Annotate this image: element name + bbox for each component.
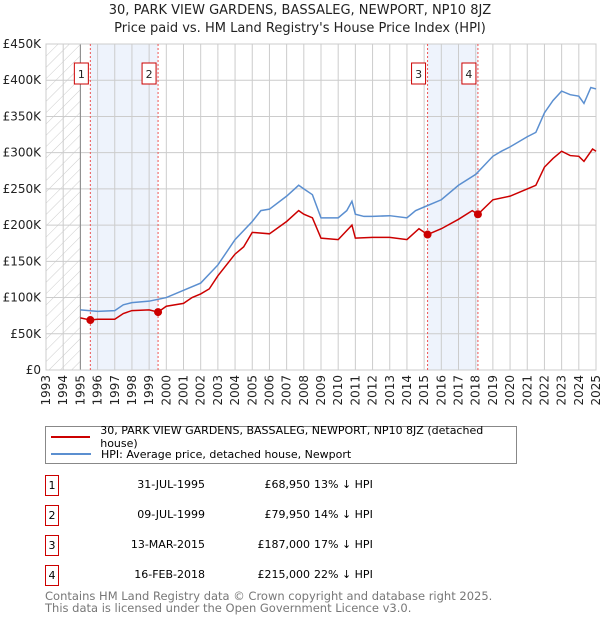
- legend-label-hpi: HPI: Average price, detached house, Newp…: [101, 447, 352, 461]
- table-row: 3 13-MAR-2015 £187,000 17% ↓ HPI: [45, 535, 445, 556]
- sale-label-box-2: [141, 62, 157, 85]
- x-tick-label: 2013: [383, 375, 397, 406]
- x-tick-label: 2018: [469, 375, 483, 406]
- sale-hpi-diff: 17% ↓ HPI: [314, 538, 373, 551]
- x-tick-label: 2001: [177, 375, 191, 406]
- x-tick-label: 2009: [314, 375, 328, 406]
- x-tick-label: 2019: [486, 375, 500, 406]
- y-tick-label: £200K: [3, 218, 43, 232]
- plot-border: [45, 43, 597, 371]
- sale-price: £68,950: [264, 478, 311, 491]
- legend-red-line: [51, 436, 91, 438]
- y-tick-label: £400K: [3, 73, 43, 87]
- legend: 30, PARK VIEW GARDENS, BASSALEG, NEWPORT…: [45, 424, 517, 464]
- plot-area: 1993 1994 1995 1996 1997 1998 1999 2000 2001 2002…: [3, 37, 600, 406]
- series-line-hpi: [80, 86, 597, 313]
- sale-number-box: 2: [45, 505, 59, 526]
- x-tick-label: 2022: [537, 375, 551, 406]
- y-tick-label: £450K: [3, 37, 43, 51]
- sale-label-3: 3: [415, 68, 422, 81]
- chart-subtitle: Price paid vs. HM Land Registry's House …: [114, 21, 486, 36]
- sale-hpi-diff: 14% ↓ HPI: [314, 508, 373, 521]
- sale-point-3: [423, 230, 432, 239]
- x-tick-label: 2016: [434, 375, 448, 406]
- footer-line1: Contains HM Land Registry data © Crown c…: [45, 589, 493, 603]
- x-tick-label: 1998: [125, 375, 139, 406]
- x-tick-label: 2005: [245, 375, 259, 406]
- sale-hpi-diff: 22% ↓ HPI: [314, 568, 373, 581]
- x-tick-label: 2014: [400, 375, 414, 406]
- sale-number-box: 1: [45, 475, 59, 496]
- footer-line2: This data is licensed under the Open Gov…: [45, 601, 412, 615]
- sale-price: £187,000: [257, 538, 311, 551]
- sale-date: 16-FEB-2018: [134, 568, 205, 581]
- x-tick-label: 2003: [211, 375, 225, 406]
- x-tick-label: 2012: [366, 375, 380, 406]
- sale-number-box: 4: [45, 565, 59, 586]
- sale-label-1: 1: [78, 68, 85, 81]
- x-tick-label: 1995: [73, 375, 87, 406]
- chart-title: 30, PARK VIEW GARDENS, BASSALEG, NEWPORT…: [108, 3, 492, 18]
- x-tick-label: 2011: [348, 375, 362, 406]
- series-line-property: [80, 148, 597, 321]
- table-row: 2 09-JUL-1999 £79,950 14% ↓ HPI: [45, 505, 445, 526]
- x-tick-label: 2006: [262, 375, 276, 406]
- sale-label-box-3: [411, 62, 427, 85]
- x-tick-label: 2015: [417, 375, 431, 406]
- x-tick-label: 2020: [503, 375, 517, 406]
- x-tick-label: 1999: [142, 375, 156, 406]
- table-row: 1 31-JUL-1995 £68,950 13% ↓ HPI: [45, 475, 445, 496]
- x-tick-label: 2002: [194, 375, 208, 406]
- x-tick-label: 1993: [39, 375, 53, 406]
- shaded-range-1: [427, 44, 478, 370]
- sale-date: 09-JUL-1999: [137, 508, 205, 521]
- x-tick-label: 2007: [280, 375, 294, 406]
- x-tick-label: 2024: [572, 375, 586, 406]
- x-tick-label: 1994: [56, 375, 70, 406]
- legend-blue-line: [51, 453, 91, 455]
- x-tick-label: 2023: [555, 375, 569, 406]
- sale-label-box-1: [73, 62, 89, 85]
- y-tick-label: £50K: [10, 327, 42, 341]
- sale-date: 31-JUL-1995: [137, 478, 205, 491]
- sale-date: 13-MAR-2015: [130, 538, 205, 551]
- x-tick-label: 2021: [520, 375, 534, 406]
- x-tick-label: 2004: [228, 375, 242, 406]
- y-tick-label: £0: [26, 363, 41, 377]
- x-tick-label: 2010: [331, 375, 345, 406]
- shaded-range-0: [90, 44, 159, 370]
- x-tick-label: 2008: [297, 375, 311, 406]
- sale-point-1: [86, 316, 95, 325]
- footer: Contains HM Land Registry data © Crown c…: [45, 590, 492, 614]
- sale-price: £215,000: [257, 568, 311, 581]
- sale-point-2: [154, 308, 163, 317]
- sale-label-4: 4: [465, 68, 472, 81]
- sale-point-4: [473, 210, 482, 219]
- y-tick-label: £250K: [3, 182, 43, 196]
- x-tick-label: 2025: [589, 375, 600, 406]
- y-tick-label: £350K: [3, 109, 43, 123]
- sale-price: £79,950: [264, 508, 311, 521]
- x-tick-label: 1997: [108, 375, 122, 406]
- sale-number-box: 3: [45, 535, 59, 556]
- y-tick-label: £150K: [3, 254, 43, 268]
- sale-label-2: 2: [146, 68, 153, 81]
- y-tick-label: £100K: [3, 291, 43, 305]
- y-tick-label: £300K: [3, 146, 43, 160]
- legend-label-property: 30, PARK VIEW GARDENS, BASSALEG, NEWPORT…: [100, 424, 484, 450]
- sale-label-box-4: [461, 62, 477, 85]
- x-tick-label: 2000: [159, 375, 173, 406]
- sale-hpi-diff: 13% ↓ HPI: [314, 478, 373, 491]
- x-tick-label: 2017: [452, 375, 466, 406]
- x-tick-label: 1996: [91, 375, 105, 406]
- table-row: 4 16-FEB-2018 £215,000 22% ↓ HPI: [45, 565, 445, 586]
